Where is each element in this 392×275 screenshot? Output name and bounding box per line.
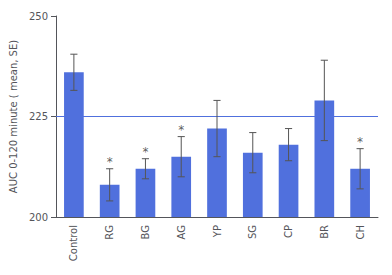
svg-text:*: * [142, 145, 148, 159]
svg-text:BR: BR [319, 225, 330, 239]
svg-text:225: 225 [29, 111, 48, 122]
svg-text:RG: RG [104, 225, 115, 240]
svg-text:AUC 0-120 minute ( mean, SE): AUC 0-120 minute ( mean, SE) [8, 40, 19, 193]
svg-text:CP: CP [283, 225, 294, 238]
svg-text:AG: AG [176, 225, 187, 239]
svg-text:200: 200 [29, 212, 48, 223]
svg-text:CH: CH [355, 225, 366, 240]
svg-text:BG: BG [140, 225, 151, 239]
svg-text:SG: SG [247, 225, 258, 239]
svg-text:YP: YP [212, 225, 223, 238]
svg-text:Control: Control [68, 225, 79, 261]
svg-text:*: * [107, 155, 113, 169]
svg-text:*: * [357, 135, 363, 149]
svg-text:*: * [178, 123, 184, 137]
svg-text:250: 250 [29, 11, 48, 22]
